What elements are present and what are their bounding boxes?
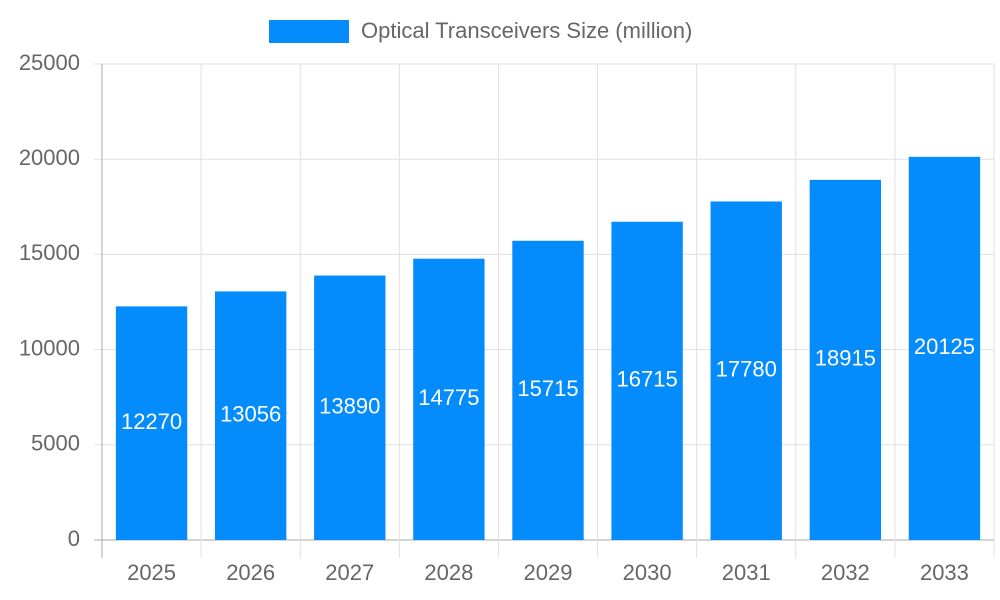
- legend-swatch[interactable]: [269, 20, 349, 43]
- x-tick-label: 2027: [325, 560, 374, 585]
- legend-label[interactable]: Optical Transceivers Size (million): [361, 18, 692, 43]
- bar: [908, 156, 981, 540]
- x-tick-label: 2030: [623, 560, 672, 585]
- x-tick-label: 2033: [920, 560, 969, 585]
- bar: [512, 240, 584, 540]
- y-tick-label: 0: [68, 526, 80, 551]
- y-tick-label: 5000: [31, 431, 80, 456]
- x-tick-label: 2028: [424, 560, 473, 585]
- y-tick-label: 15000: [19, 240, 80, 265]
- bar: [611, 221, 683, 540]
- data-label: 12270: [121, 409, 182, 434]
- bar: [214, 291, 287, 540]
- bar: [710, 201, 782, 540]
- bar: [115, 306, 188, 540]
- y-tick-label: 25000: [19, 50, 80, 75]
- data-label: 16715: [617, 367, 678, 392]
- data-label: 14775: [418, 385, 479, 410]
- data-label: 18915: [815, 346, 876, 371]
- x-tick-label: 2025: [127, 560, 176, 585]
- data-label: 15715: [517, 376, 578, 401]
- data-label: 17780: [716, 357, 777, 382]
- y-tick-label: 20000: [19, 145, 80, 170]
- x-tick-label: 2029: [524, 560, 573, 585]
- y-tick-label: 10000: [19, 335, 80, 360]
- x-tick-label: 2031: [722, 560, 771, 585]
- data-label: 13890: [319, 394, 380, 419]
- bar: [809, 179, 882, 540]
- bar: [413, 258, 485, 540]
- data-label: 13056: [220, 402, 281, 427]
- x-tick-label: 2032: [821, 560, 870, 585]
- data-label: 20125: [914, 334, 975, 359]
- x-tick-label: 2026: [226, 560, 275, 585]
- bar: [314, 275, 386, 540]
